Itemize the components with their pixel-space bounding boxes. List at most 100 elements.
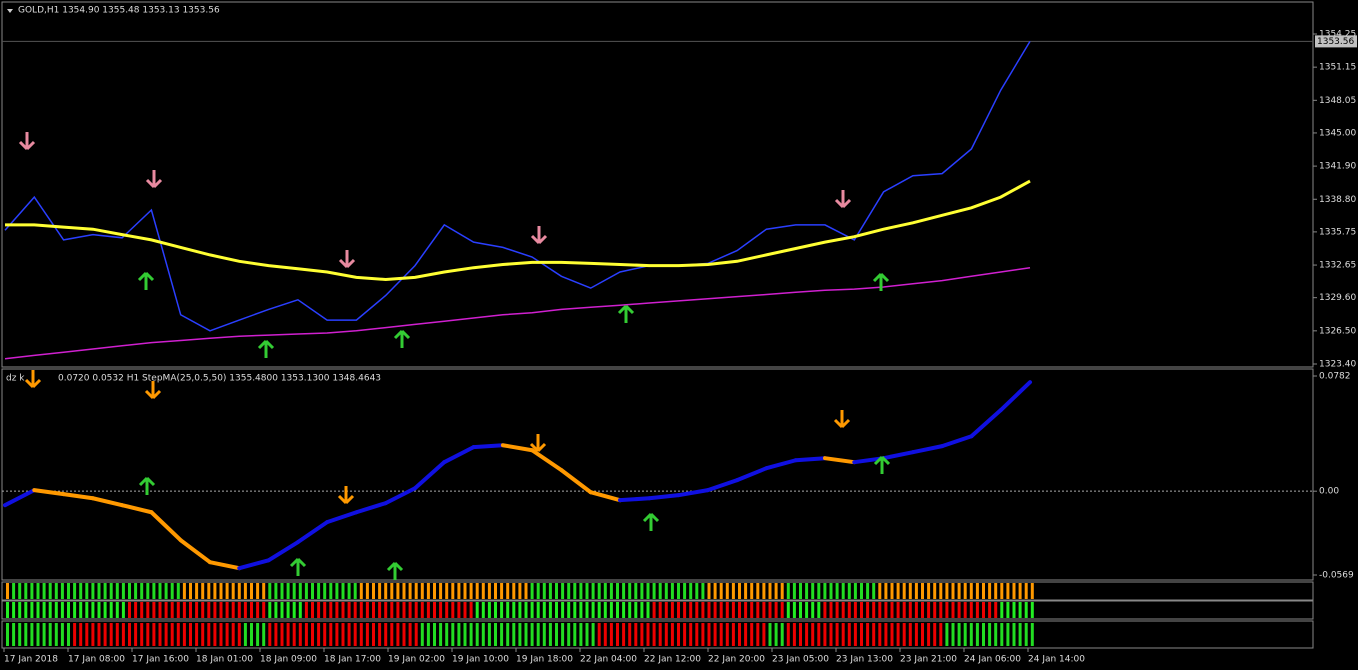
signal-bar: [164, 623, 168, 646]
signal-bar: [890, 583, 894, 599]
signal-bar: [85, 583, 89, 599]
signal-bar: [213, 623, 217, 646]
signal-bar: [60, 583, 64, 599]
signal-bar: [597, 583, 601, 599]
signal-bar: [414, 583, 418, 599]
signal-bar: [189, 602, 192, 618]
signal-bar: [884, 623, 888, 646]
signal-bar: [487, 602, 491, 618]
oscillator-segment: [764, 458, 798, 471]
oscillator-segment: [969, 408, 1003, 439]
signal-bar: [609, 583, 613, 599]
signal-bar: [439, 583, 443, 599]
signal-bar: [329, 623, 333, 646]
signal-arrow: [145, 170, 163, 189]
signal-bar: [24, 602, 28, 618]
oscillator-segment: [208, 560, 242, 571]
signal-bar: [878, 602, 882, 618]
signal-bar: [323, 623, 327, 646]
signal-bar: [475, 583, 479, 599]
signal-bar: [829, 602, 833, 618]
signal-bar: [506, 583, 510, 599]
oscillator-segment: [998, 380, 1032, 413]
signal-bar: [969, 602, 973, 618]
signal-bar: [701, 602, 705, 618]
signal-bar: [109, 583, 113, 599]
signal-bar: [414, 623, 418, 646]
signal-bar: [713, 623, 717, 646]
signal-bar: [445, 583, 449, 599]
signal-bar: [640, 602, 644, 618]
signal-bar: [609, 623, 613, 646]
signal-bar: [628, 602, 632, 618]
signal-bar: [67, 623, 70, 646]
signal-bar: [457, 583, 461, 599]
signal-bar: [750, 602, 754, 618]
oscillator-segment: [735, 466, 769, 483]
signal-bar: [640, 623, 644, 646]
signal-bar: [341, 583, 345, 599]
signal-bar: [378, 623, 382, 646]
y-tick-label: 1354.25: [1319, 30, 1356, 40]
signal-bar: [311, 583, 314, 599]
signal-bar: [42, 583, 46, 599]
signal-bar: [335, 583, 339, 599]
signal-bar: [555, 583, 558, 599]
signal-bar: [335, 602, 339, 618]
oscillator-segment: [910, 444, 945, 455]
signal-bar: [152, 583, 156, 599]
signal-bar: [109, 602, 113, 618]
y-tick-label: 1341.90: [1319, 162, 1356, 172]
y-tick-label: 1345.00: [1319, 128, 1356, 138]
signal-bar: [695, 583, 699, 599]
signal-arrow: [393, 329, 411, 348]
signal-bar: [268, 623, 272, 646]
signal-bar: [945, 602, 949, 618]
signal-bar: [304, 623, 308, 646]
signal-bar: [304, 583, 308, 599]
signal-bar: [811, 623, 815, 646]
signal-bar: [176, 623, 180, 646]
signal-bar: [701, 583, 705, 599]
signal-bar: [201, 623, 205, 646]
signal-bar: [353, 583, 357, 599]
signal-bar: [384, 583, 388, 599]
oscillator-segment: [61, 492, 95, 501]
signal-bar: [908, 623, 912, 646]
x-tick-label: 17 Jan 16:00: [132, 655, 189, 665]
signal-bar: [189, 583, 192, 599]
signal-bar: [140, 623, 144, 646]
signal-arrow: [530, 226, 548, 245]
signal-bar: [591, 583, 595, 599]
signal-bar: [841, 583, 845, 599]
signal-bar: [231, 602, 235, 618]
signal-bar: [268, 583, 272, 599]
signal-bar: [475, 623, 479, 646]
signal-bar: [1000, 623, 1004, 646]
signal-bar: [799, 623, 802, 646]
signal-bar: [146, 623, 150, 646]
signal-bar: [42, 623, 46, 646]
signal-bar: [390, 583, 394, 599]
oscillator-segment: [676, 488, 710, 498]
oscillator-title: dz k: [6, 374, 25, 384]
signal-bar: [908, 602, 912, 618]
signal-bar: [146, 602, 150, 618]
menu-icon[interactable]: [7, 9, 13, 13]
signal-bar: [683, 583, 687, 599]
signal-bar: [365, 623, 369, 646]
signal-bar: [48, 602, 52, 618]
signal-bar: [274, 623, 278, 646]
y-tick-label: 0.0782: [1319, 372, 1351, 382]
signal-bar: [939, 583, 943, 599]
signal-bar: [335, 623, 339, 646]
signal-bar: [195, 583, 199, 599]
signal-bar: [658, 583, 662, 599]
signal-bar: [579, 583, 583, 599]
signal-bar: [695, 602, 699, 618]
signal-bar: [298, 623, 302, 646]
signal-bar: [451, 583, 455, 599]
signal-bar: [640, 583, 644, 599]
signal-bar: [646, 623, 650, 646]
signal-bar: [469, 623, 473, 646]
